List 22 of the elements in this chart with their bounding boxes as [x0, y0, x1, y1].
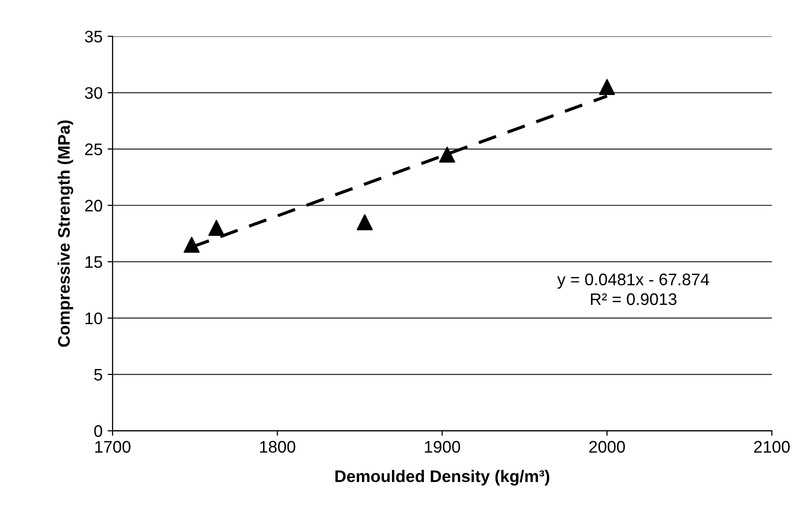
y-tick-label: 5 [94, 368, 102, 381]
y-tick-label: 25 [85, 143, 102, 156]
y-tick-label: 30 [84, 87, 102, 99]
annotation: R² = 0.9013 [590, 293, 676, 306]
y-axis-title: Compressive Strength (MPa) [58, 120, 74, 347]
x-tick-label: 1900 [424, 440, 460, 453]
x-tick-label: 1700 [95, 440, 130, 453]
point [208, 220, 224, 236]
y-tick-label: 10 [86, 312, 102, 324]
y-tick-label: 15 [86, 256, 102, 268]
point [439, 146, 456, 163]
y-tick-label: 20 [85, 200, 102, 212]
y-tick-label: 0 [94, 425, 102, 437]
point [184, 236, 200, 253]
x-tick-label: 1800 [260, 440, 296, 453]
x-tick-label: 2000 [589, 440, 625, 453]
annotation: y = 0.0481x - 67.874 [557, 274, 710, 289]
x-axis-title: Demoulded Density (kg/m³) [335, 470, 550, 486]
point [356, 214, 373, 230]
y-tick-label: 35 [84, 30, 102, 43]
point [599, 79, 615, 96]
x-tick-label: 2100 [754, 440, 790, 453]
